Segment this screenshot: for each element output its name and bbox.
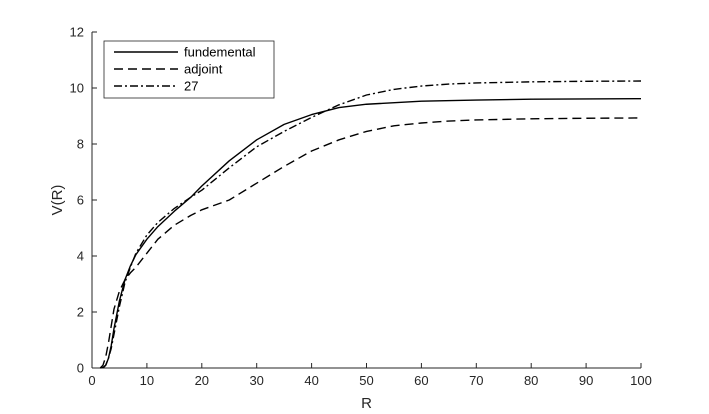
- axes: 0 10 20 30 40 50 60 70 80 90 100 0 2 4 6 8 10 12: [70, 25, 652, 389]
- x-axis-title: R: [361, 395, 372, 412]
- legend-label: adjoint: [184, 62, 223, 77]
- series-line-fundemental: [100, 97, 642, 369]
- x-tick-label: 90: [579, 373, 593, 388]
- x-tick-label: 40: [304, 373, 318, 388]
- x-tick-label: 30: [249, 373, 263, 388]
- y-axis-title: V(R): [49, 185, 66, 216]
- y-tick-label: 6: [77, 193, 84, 208]
- x-tick-label: 80: [524, 373, 538, 388]
- plot-area: [99, 80, 642, 369]
- y-tick-label: 2: [77, 305, 84, 320]
- x-tick-label: 50: [359, 373, 373, 388]
- y-tick-label: 0: [77, 361, 84, 376]
- y-tick-label: 8: [77, 137, 84, 152]
- legend-label: fundemental: [184, 45, 256, 60]
- series-line-27: [102, 80, 642, 369]
- x-tick-label: 100: [630, 373, 652, 388]
- x-tick-label: 70: [469, 373, 483, 388]
- x-tick-label: 60: [414, 373, 428, 388]
- legend: fundemental adjoint 27: [103, 40, 275, 99]
- series-line-adjoint: [99, 117, 642, 369]
- y-tick-label: 12: [70, 25, 84, 40]
- legend-label: 27: [184, 79, 198, 94]
- x-tick-label: 20: [195, 373, 209, 388]
- x-tick-label: 10: [140, 373, 154, 388]
- y-tick-label: 4: [77, 249, 84, 264]
- x-tick-label: 0: [88, 373, 95, 388]
- y-tick-label: 10: [70, 81, 84, 96]
